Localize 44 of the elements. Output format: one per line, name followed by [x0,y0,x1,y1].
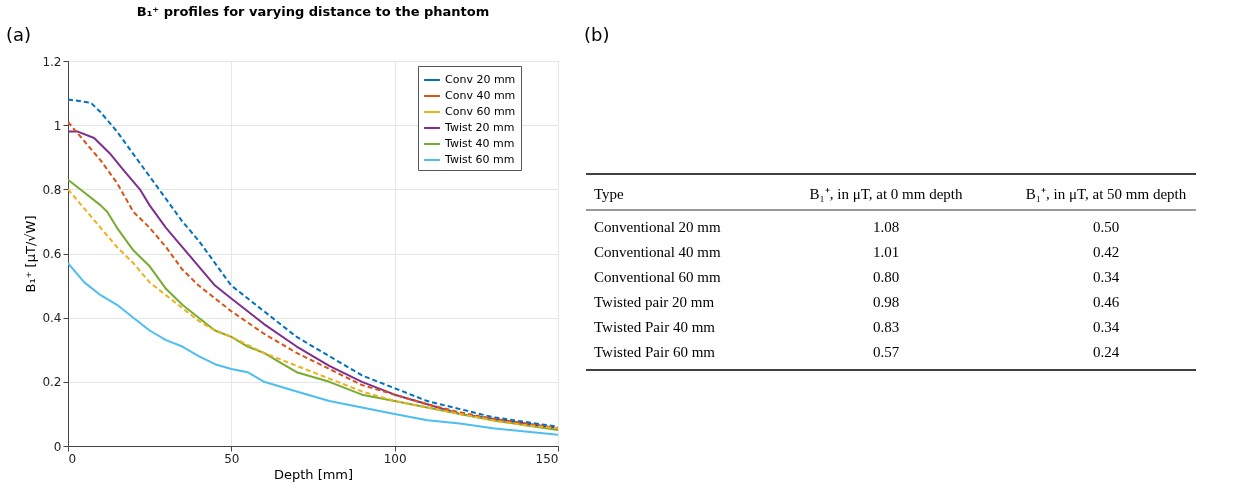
legend-label: Twist 20 mm [444,121,515,134]
text: Twisted pair 20 mm [594,294,715,310]
text: (a) [6,24,32,45]
legend-label: Twist 40 mm [444,137,515,150]
y-tick-label: 1.2 [42,54,62,69]
text: Twisted Pair 40 mm [594,319,716,335]
text: 0.46 [1092,294,1120,310]
y-tick-label: 0 [53,439,62,454]
x-tick-label: 50 [224,451,240,466]
text: 0.98 [872,294,900,310]
text: 0.34 [1092,319,1120,335]
line-series [68,262,558,436]
text: Conventional 20 mm [594,219,721,235]
y-tick-label: 0.4 [42,311,62,326]
text: 1.01 [872,244,900,260]
x-tick-label: 0 [68,451,77,466]
x-tick-label: 150 [535,451,559,466]
text: (b) [584,24,610,45]
x-axis-title: Depth [mm] [273,466,354,482]
text: 0.83 [872,319,900,335]
legend-label: Conv 20 mm [445,73,516,86]
text: 0.24 [1092,344,1120,360]
text: 0.80 [872,269,900,285]
text: 0.42 [1092,244,1120,260]
text: 0.57 [872,344,900,360]
category-label: B₁⁺, in μT, at 0 mm depth [809,186,963,202]
text: Conventional 40 mm [594,244,721,260]
y-axis-title: B₁⁺ [μT/√W] [23,215,39,293]
text: Conventional 60 mm [594,269,721,285]
chart-title: B₁⁺ profiles for varying distance to the phantom [136,4,490,19]
category-label: B₁⁺, in μT, at 50 mm depth [1025,186,1187,202]
text: 0.34 [1092,269,1120,285]
legend-label: Conv 60 mm [445,105,516,118]
text: 1.08 [872,219,900,235]
y-tick-label: 1 [53,118,62,133]
text: Twisted Pair 60 mm [594,344,716,360]
x-tick-label: 100 [383,451,407,466]
y-tick-label: 0.6 [42,247,62,261]
category-label: Type [594,186,625,202]
legend-label: Conv 40 mm [445,89,516,102]
text: 0.50 [1092,219,1120,235]
y-tick-label: 0.8 [42,182,62,197]
legend-label: Twist 60 mm [444,153,515,166]
y-tick-label: 0.2 [42,375,62,390]
